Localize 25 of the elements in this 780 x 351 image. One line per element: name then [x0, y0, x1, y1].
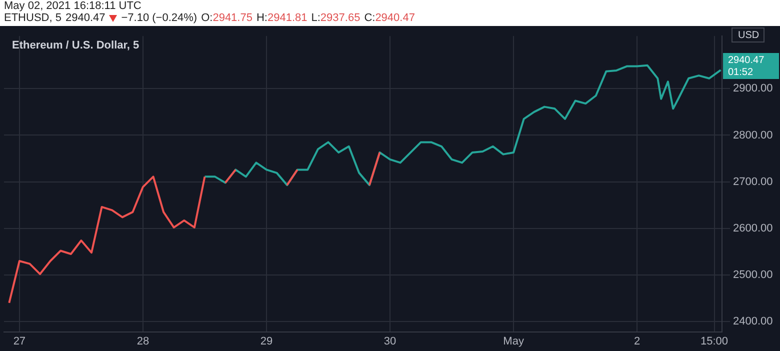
text: 2940.47 — [728, 54, 765, 66]
x-tick-label: May — [503, 335, 524, 348]
text: C:2940.47 — [364, 12, 415, 24]
text: 01:52 — [728, 66, 754, 78]
text: −7.10 (−0.24%) — [121, 12, 198, 24]
y-tick-label: 2800.00 — [733, 129, 773, 142]
x-tick-label: 29 — [260, 335, 273, 348]
text: May 02, 2021 16:18:11 UTC — [4, 0, 142, 12]
text: H:2941.81 — [256, 12, 308, 24]
chart-title: Ethereum / U.S. Dollar, 5 — [12, 40, 140, 52]
y-tick-label: 2500.00 — [733, 269, 773, 281]
text: L:2937.65 — [311, 12, 360, 24]
text: 2940.47 — [65, 12, 106, 24]
y-tick-label: 2400.00 — [733, 316, 773, 328]
x-tick-label: 28 — [136, 335, 150, 348]
text: O:2941.75 — [201, 12, 252, 24]
x-tick-label: 30 — [384, 335, 396, 348]
y-tick-label: 2700.00 — [733, 176, 773, 188]
x-tick-label: 27 — [13, 335, 26, 348]
text: ETHUSD, 5 — [4, 12, 62, 24]
x-tick-label: 2 — [634, 335, 640, 348]
x-tick-label: 15:00 — [700, 335, 728, 348]
y-tick-label: 2900.00 — [733, 82, 773, 95]
text: USD — [738, 30, 760, 41]
y-tick-label: 2600.00 — [733, 222, 773, 234]
